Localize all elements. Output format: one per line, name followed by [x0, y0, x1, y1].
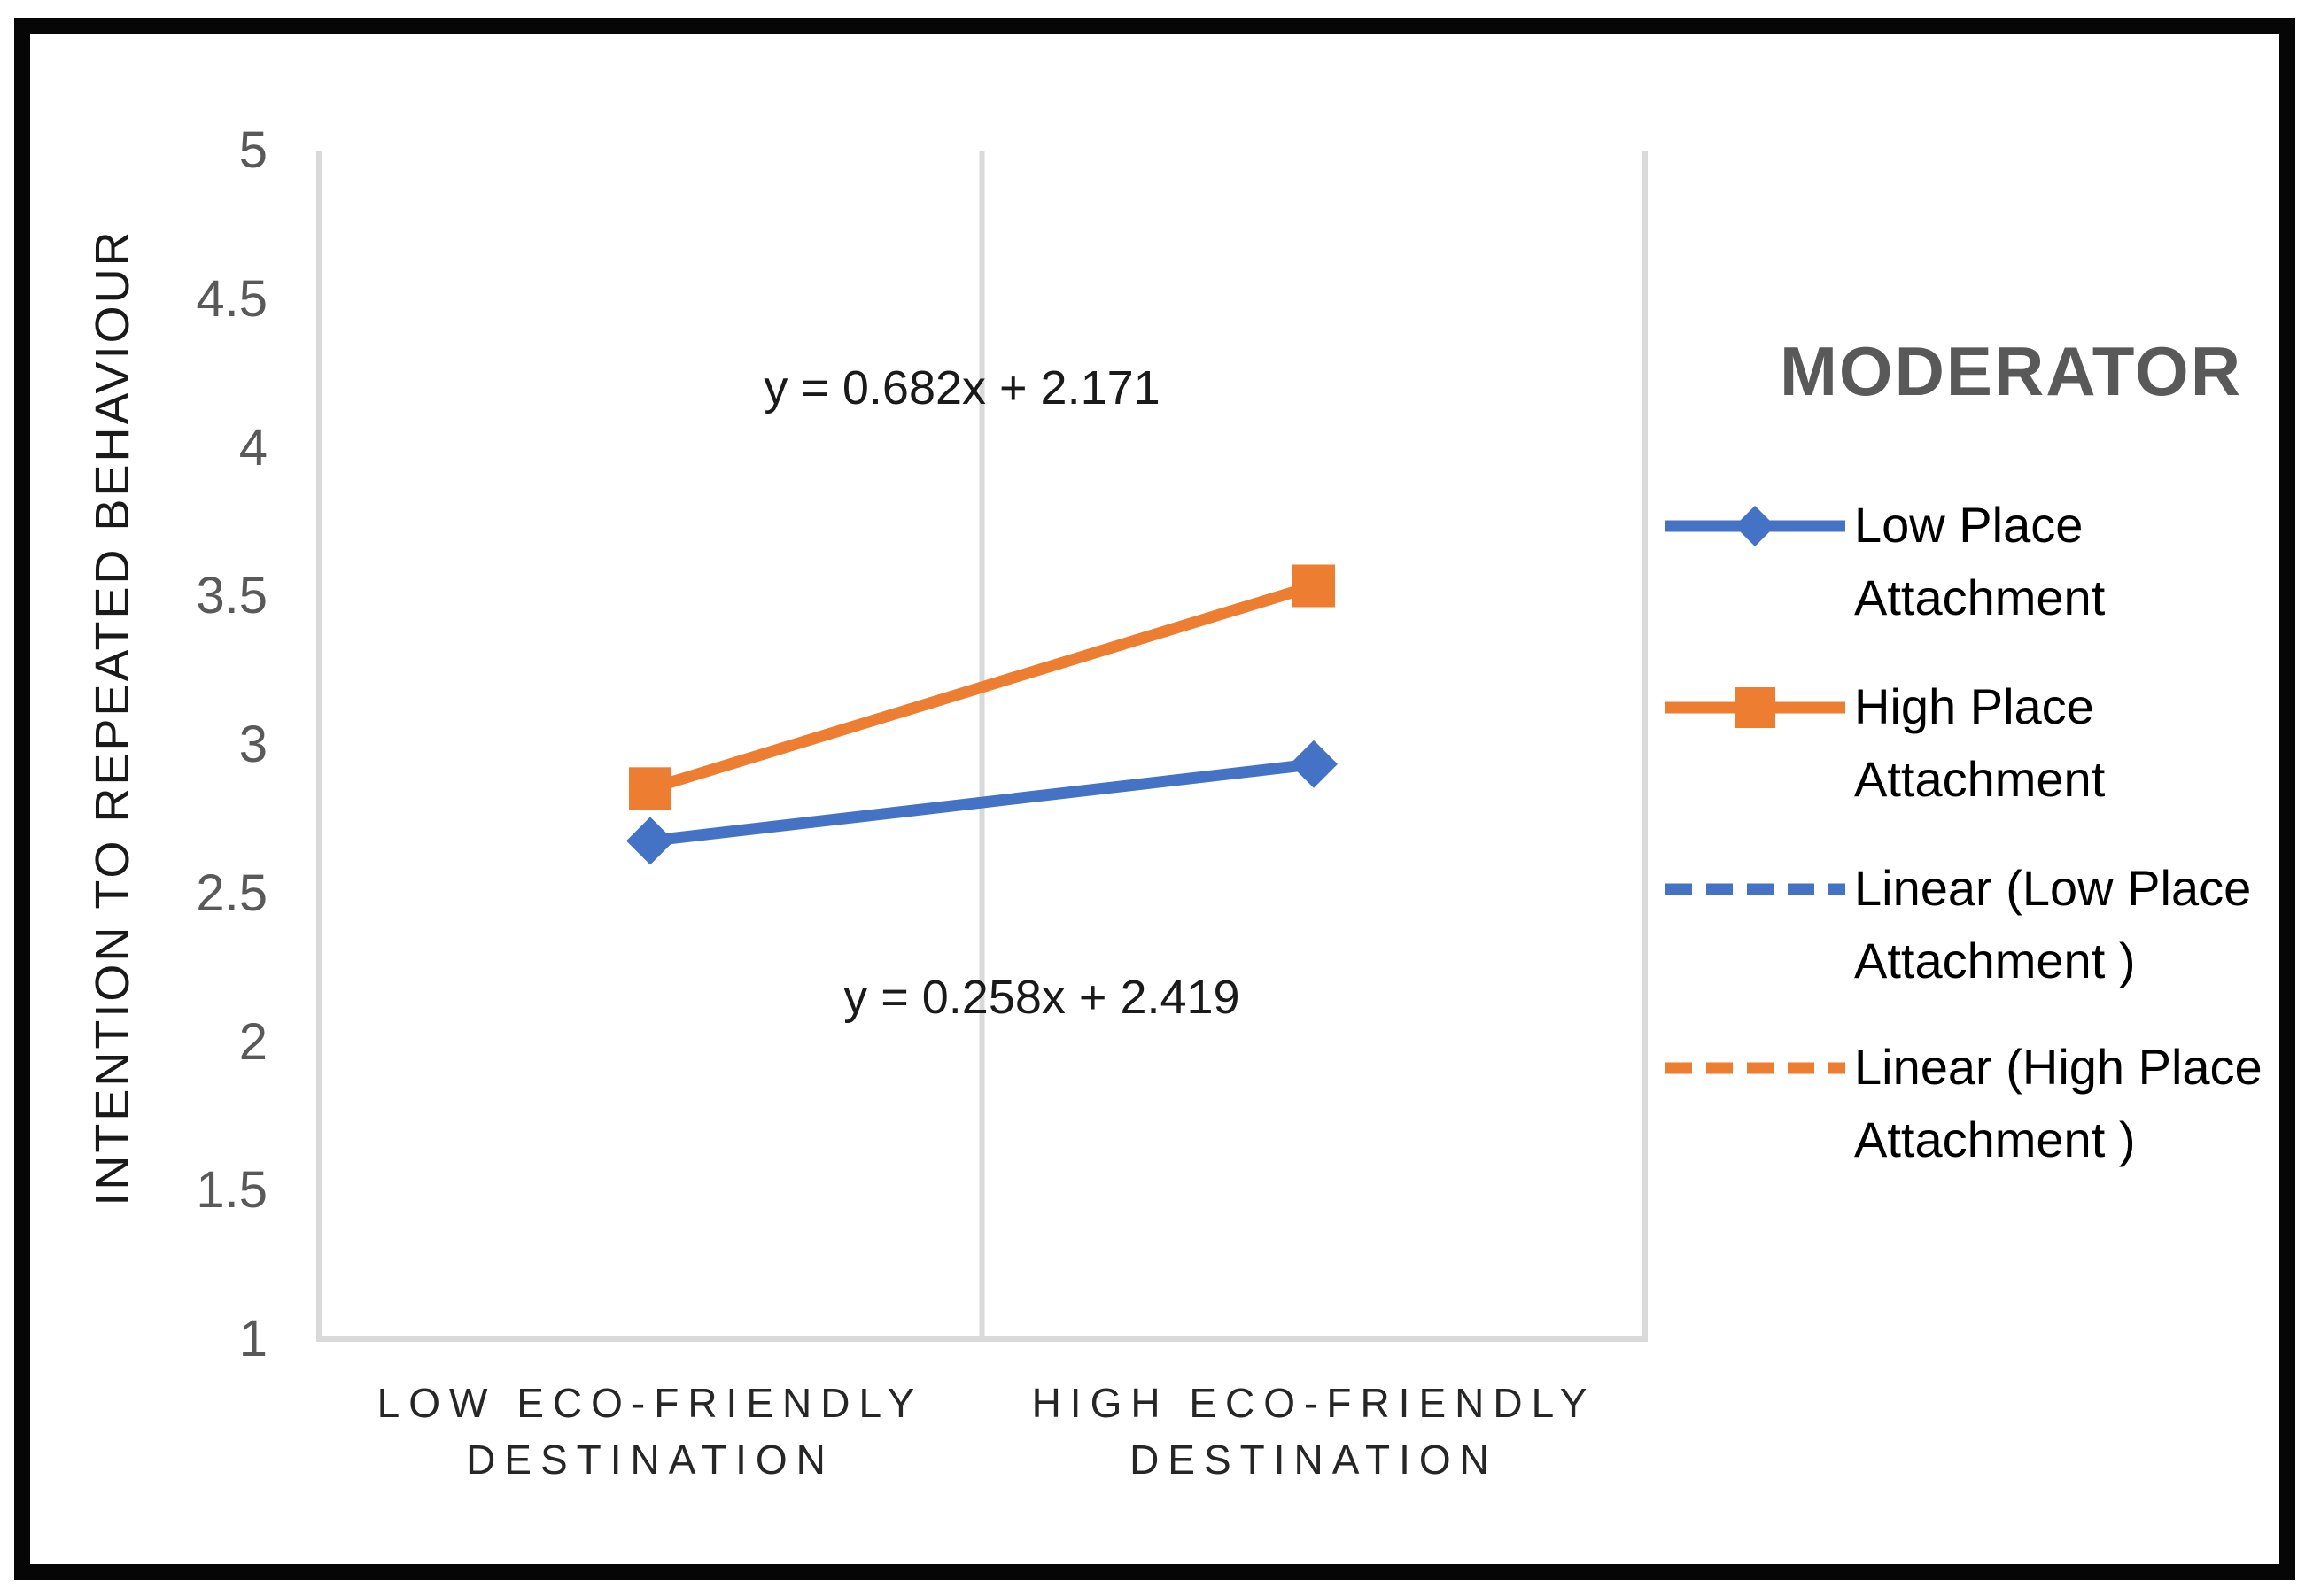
x-axis-category-label: HIGH ECO-FRIENDLY DESTINATION [1031, 1380, 1596, 1483]
legend-item[interactable]: High Place Attachment [1664, 670, 2301, 821]
y-axis-tick-label: 3.5 [196, 567, 268, 625]
series-line-square[interactable] [648, 580, 1316, 794]
legend-item-label: Low Place Attachment [1854, 497, 2106, 625]
legend-item-label: Linear (Low Place Attachment ) [1854, 860, 2252, 988]
legend-sample-line [1665, 883, 1845, 895]
y-axis-tick-label: 2.5 [196, 864, 268, 922]
y-axis-tick-label: 1.5 [196, 1161, 268, 1220]
legend-item-label: High Place Attachment [1854, 678, 2106, 807]
chart-outer-frame [14, 18, 2295, 1580]
series-line-diamond[interactable] [649, 758, 1315, 847]
data-point-square-marker[interactable] [629, 767, 671, 810]
y-axis-tick-label: 5 [238, 121, 268, 179]
legend-title: MODERATOR [1779, 332, 2243, 410]
legend-item[interactable]: Linear (Low Place Attachment ) [1664, 852, 2301, 1003]
trendline-equation-label[interactable]: y = 0.258x + 2.419 [843, 971, 1240, 1025]
y-axis-tick-label: 4.5 [196, 269, 268, 328]
legend-diamond-marker [1735, 506, 1775, 546]
x-axis-category-label: LOW ECO-FRIENDLY DESTINATION [376, 1380, 924, 1483]
y-axis-tick-label: 1 [238, 1310, 268, 1367]
legend-sample-line [1665, 687, 1845, 728]
data-point-diamond-marker[interactable] [1290, 740, 1338, 788]
legend-item-label: Linear (High Place Attachment ) [1854, 1039, 2263, 1167]
data-point-square-marker[interactable] [1292, 564, 1335, 608]
legend-item[interactable]: Low Place Attachment [1664, 489, 2301, 639]
y-axis-title: INTENTION TO REPEATED BEHAVIOUR [86, 229, 139, 1206]
data-point-diamond-marker[interactable] [626, 817, 674, 865]
y-axis-tick-label: 2 [238, 1012, 268, 1071]
y-axis-tick-label: 3 [238, 716, 268, 773]
y-axis-tick-label: 4 [238, 418, 268, 476]
legend-item[interactable]: Linear (High Place Attachment ) [1664, 1031, 2301, 1182]
trendline-equation-label[interactable]: y = 0.682x + 2.171 [764, 361, 1160, 415]
legend-sample-line [1665, 506, 1845, 546]
legend-sample-line [1665, 1062, 1845, 1074]
legend-square-marker [1735, 687, 1775, 728]
